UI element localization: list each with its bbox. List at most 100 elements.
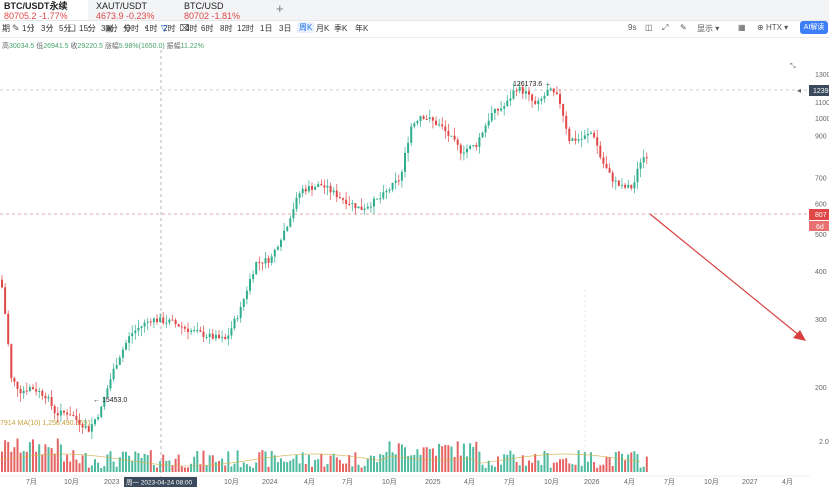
candle-body-107 [332, 190, 335, 193]
candle-body-85 [264, 258, 267, 264]
picture-icon[interactable]: ▣ [105, 23, 114, 33]
volume-bar-99 [307, 454, 310, 472]
timeframe-17[interactable]: 年K [355, 24, 369, 33]
candle-body-61 [190, 330, 193, 332]
volume-bar-40 [125, 451, 127, 472]
candle-body-96 [298, 193, 301, 198]
volume-bar-87 [270, 450, 273, 472]
volume-bar-199 [617, 451, 620, 472]
timeframe-4[interactable]: 30分 [101, 24, 118, 33]
candle-body-167 [518, 87, 521, 91]
draw-tools-icon[interactable]: ⁄ [49, 23, 51, 33]
x-tick-10: 4月 [464, 478, 475, 486]
layers-icon[interactable]: ❏ [67, 23, 76, 33]
timeframe-1[interactable]: 3分 [41, 24, 54, 33]
candle-body-154 [478, 137, 481, 147]
compass-icon[interactable]: ◔ [142, 23, 148, 33]
volume-bar-117 [363, 465, 366, 472]
edit-icon[interactable]: ✎ [680, 23, 687, 32]
settings-icon[interactable]: ⚙ [123, 23, 132, 33]
tab-xaut-usdt[interactable]: XAUT/USDT 4673.9 -0.23% [92, 0, 180, 21]
candle-body-187 [580, 138, 583, 140]
timeframe-0[interactable]: 1分 [22, 24, 35, 33]
candle-body-180 [559, 94, 561, 104]
timeframe-10[interactable]: 8时 [220, 24, 233, 33]
volume-bar-196 [608, 457, 611, 472]
pencil-icon[interactable]: ✎ [12, 23, 20, 33]
exchange-select[interactable]: ⊕ HTX ▾ [757, 23, 789, 32]
candle-body-63 [196, 330, 199, 332]
display-toggle[interactable]: 显示 ▾ [697, 24, 720, 33]
candle-body-100 [311, 186, 313, 190]
candle-body-69 [214, 334, 217, 339]
tab-btc-usd[interactable]: BTC/USD 80702 -1.81% [180, 0, 270, 21]
timeframe-2[interactable]: 5分 [59, 24, 72, 33]
timeframe-8[interactable]: 4时 [185, 24, 198, 33]
candle-body-181 [562, 103, 565, 116]
candle-body-78 [242, 299, 245, 307]
x-tick-15: 7月 [664, 478, 675, 486]
volume-bar-43 [134, 451, 137, 472]
timeframe-9[interactable]: 6时 [201, 24, 214, 33]
timeframe-12[interactable]: 1日 [260, 24, 273, 33]
volume-bar-127 [394, 454, 397, 472]
volume-bar-57 [177, 454, 180, 472]
volume-bar-103 [320, 453, 323, 472]
ai-analysis-button[interactable]: AI解读 [800, 21, 828, 34]
lock-icon[interactable]: ⌂ [86, 23, 92, 33]
candle-body-71 [221, 336, 224, 339]
grid-icon[interactable]: ▦ [738, 23, 746, 32]
candle-body-134 [416, 121, 419, 124]
timeframe-6[interactable]: 1时 [145, 24, 158, 33]
volume-bar-194 [602, 464, 605, 472]
timeframe-15[interactable]: 月K [316, 24, 330, 33]
candle-body-72 [224, 336, 227, 340]
candle-body-185 [574, 138, 577, 141]
volume-bar-145 [450, 446, 453, 472]
timeframe-7[interactable]: 2时 [163, 24, 176, 33]
filter-icon[interactable]: ▽ [160, 23, 168, 33]
x-tick-0: 7月 [26, 478, 37, 486]
volume-bar-53 [165, 460, 168, 472]
candle-body-56 [174, 320, 177, 325]
volume-bar-175 [543, 451, 546, 472]
timeframe-5[interactable]: 分时 [123, 24, 139, 33]
brush-icon[interactable]: ⌇ [30, 23, 35, 33]
add-tab-icon[interactable]: + [276, 1, 284, 16]
candle-body-208 [645, 157, 648, 159]
volume-bar-180 [559, 459, 561, 472]
fullscreen-icon[interactable]: ⤢ [662, 23, 669, 32]
candle-body-147 [456, 139, 459, 145]
timeframe-16[interactable]: 季K [334, 24, 348, 33]
trash-icon[interactable]: ⌧ [179, 23, 190, 33]
candle-body-44 [137, 327, 140, 331]
timeframe-3[interactable]: 15分 [79, 24, 96, 33]
candle-body-201 [624, 184, 627, 188]
refresh-interval[interactable]: 9s [628, 23, 637, 32]
volume-bar-123 [382, 454, 385, 472]
volume-bar-19 [59, 444, 62, 472]
timeframe-11[interactable]: 12时 [237, 24, 254, 33]
candle-body-80 [249, 279, 251, 291]
tab-btc-usdt-perp[interactable]: BTC/USDT永续 80705.2 -1.77% [0, 0, 88, 21]
candle-body-1 [4, 287, 7, 314]
volume-bar-166 [515, 461, 518, 472]
camera-icon[interactable]: ◫ [645, 23, 653, 32]
timeframe-14[interactable]: 周K [297, 22, 315, 33]
timeframe-13[interactable]: 3日 [279, 24, 292, 33]
volume-bar-124 [385, 451, 388, 472]
volume-bar-113 [351, 466, 354, 472]
volume-bar-82 [255, 462, 258, 472]
volume-bar-52 [162, 454, 165, 472]
candle-body-140 [435, 120, 437, 126]
candle-body-132 [410, 126, 413, 143]
candle-body-104 [323, 185, 326, 188]
candle-body-111 [345, 199, 348, 204]
candle-body-194 [602, 157, 605, 164]
volume-bar-5 [16, 438, 19, 472]
volume-bar-119 [369, 455, 372, 472]
crosshair-date-badge [124, 477, 197, 487]
candle-body-37 [115, 364, 118, 369]
volume-bar-6 [19, 452, 22, 472]
